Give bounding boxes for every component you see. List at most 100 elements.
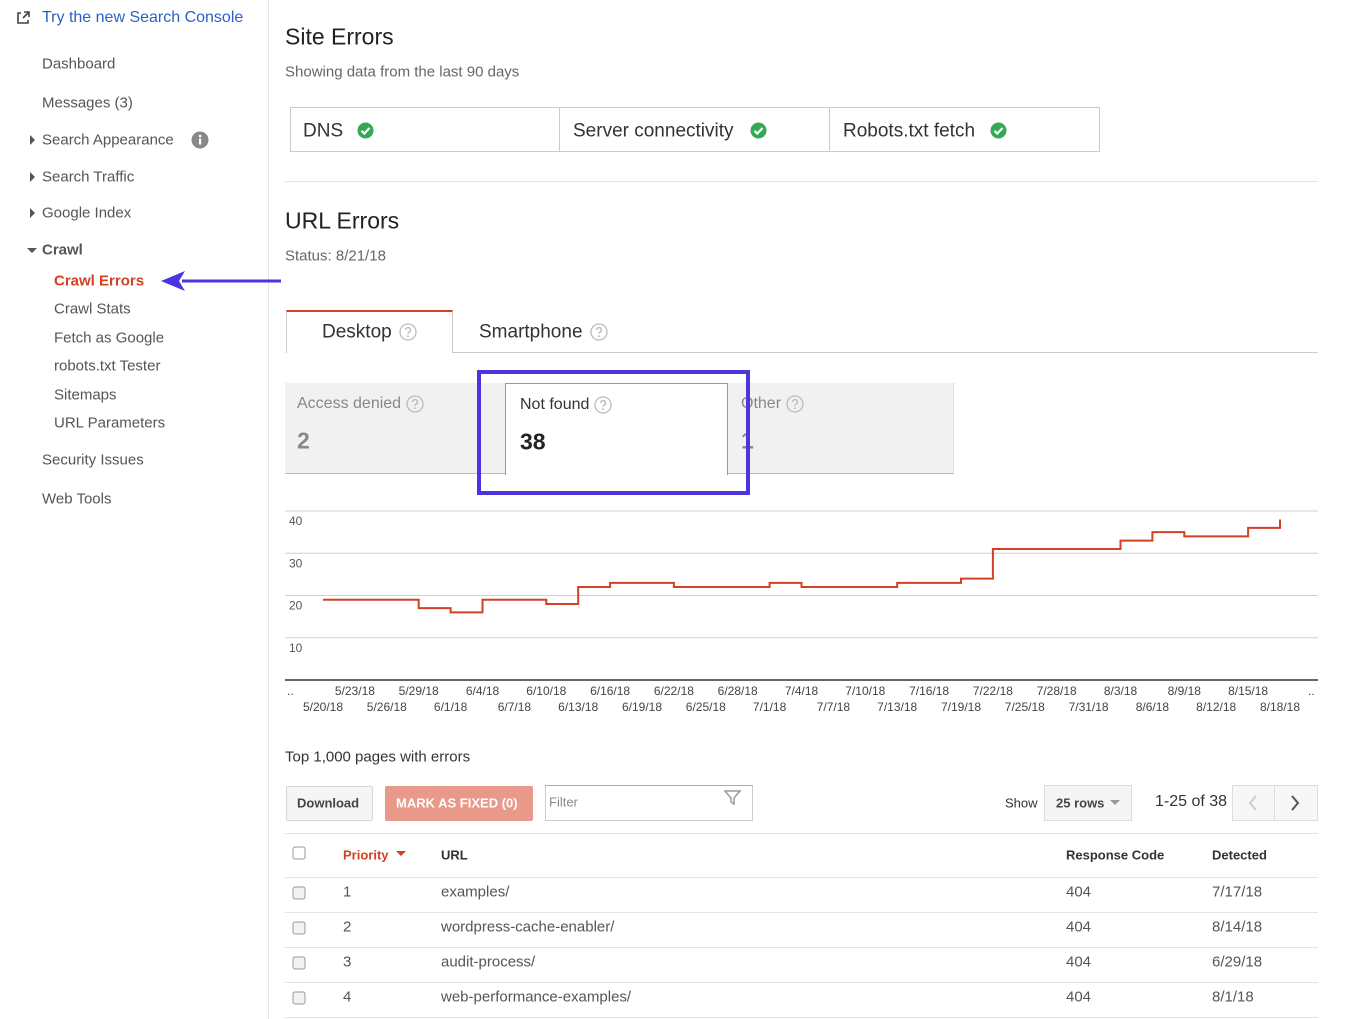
x-tick-label: 8/18/18 <box>1260 700 1300 714</box>
column-header[interactable]: Response Code <box>1066 847 1165 863</box>
info-icon <box>191 131 209 149</box>
x-tick-label: 6/22/18 <box>654 684 694 698</box>
table-cell: 404 <box>1066 918 1092 936</box>
nav-item[interactable]: Web Tools <box>42 490 112 508</box>
mark-fixed-button[interactable] <box>385 786 533 821</box>
filter-placeholder[interactable]: Filter <box>549 794 578 810</box>
checkbox[interactable] <box>292 921 307 936</box>
table-cell: 4 <box>343 988 352 1006</box>
table-cell: 2 <box>343 918 352 936</box>
nav-subitem[interactable]: robots.txt Tester <box>54 357 161 375</box>
show-label: Show <box>1005 795 1038 811</box>
help-icon <box>399 323 417 341</box>
row-separator <box>285 982 1318 983</box>
x-tick-label: 7/7/18 <box>817 700 851 714</box>
counter-label[interactable]: Other <box>741 395 782 412</box>
table-cell[interactable]: web-performance-examples/ <box>441 988 632 1006</box>
expand-arrow <box>30 172 35 182</box>
column-header[interactable]: URL <box>441 847 468 863</box>
column-header[interactable]: Detected <box>1212 847 1267 863</box>
x-tick-label: 6/1/18 <box>434 700 468 714</box>
x-tick-label: 7/4/18 <box>785 684 819 698</box>
row-separator <box>285 877 1318 878</box>
x-tick-label: 7/31/18 <box>1069 700 1109 714</box>
checkbox[interactable] <box>292 846 307 861</box>
counter-active[interactable] <box>505 383 728 475</box>
table-cell[interactable]: audit-process/ <box>441 953 536 971</box>
x-edge-label: .. <box>1308 684 1315 698</box>
x-tick-label: 8/15/18 <box>1228 684 1268 698</box>
new-console-link[interactable]: Try the new Search Console <box>42 9 244 26</box>
x-tick-label: 6/10/18 <box>526 684 566 698</box>
collapse-arrow <box>27 248 37 253</box>
nav-subitem[interactable]: Fetch as Google <box>54 329 165 347</box>
prev-button[interactable] <box>1247 795 1259 811</box>
checkbox[interactable] <box>292 991 307 1006</box>
counter-label[interactable]: Not found <box>520 396 590 413</box>
checkbox[interactable] <box>292 956 307 971</box>
button-label[interactable]: Download <box>297 795 360 811</box>
cell-divider <box>829 107 830 152</box>
x-tick-label: 6/4/18 <box>466 684 500 698</box>
nav-item[interactable]: Search Appearance <box>42 131 174 149</box>
x-tick-label: 7/16/18 <box>909 684 949 698</box>
pager <box>1232 785 1318 821</box>
nav-item[interactable]: Dashboard <box>42 55 116 73</box>
x-tick-label: 6/19/18 <box>622 700 662 714</box>
table-border <box>285 833 1318 834</box>
sidebar-divider <box>268 0 269 1019</box>
x-tick-label: 7/13/18 <box>877 700 917 714</box>
filter-input[interactable] <box>545 785 753 821</box>
table-cell: 404 <box>1066 883 1092 901</box>
section-subtitle: Showing data from the last 90 days <box>285 63 520 81</box>
nav-item[interactable]: Google Index <box>42 204 132 222</box>
counter-label[interactable]: Access denied <box>297 395 402 412</box>
table-cell: 3 <box>343 953 352 971</box>
column-header[interactable]: Priority <box>343 847 389 863</box>
x-tick-label: 5/29/18 <box>399 684 439 698</box>
nav-item[interactable]: Messages (3) <box>42 94 133 112</box>
x-tick-label: 8/6/18 <box>1136 700 1170 714</box>
rows-select-label[interactable]: 25 rows <box>1056 795 1105 811</box>
x-tick-label: 7/28/18 <box>1037 684 1077 698</box>
tab-active[interactable] <box>286 310 453 353</box>
x-tick-label: 7/19/18 <box>941 700 981 714</box>
table-cell: 404 <box>1066 988 1092 1006</box>
annotation-arrow <box>161 271 281 291</box>
nav-subitem[interactable]: URL Parameters <box>54 414 166 432</box>
next-button[interactable] <box>1289 795 1301 811</box>
nav-subitem[interactable]: Sitemaps <box>54 386 117 404</box>
tab-label[interactable]: Smartphone <box>479 321 583 343</box>
rows-select[interactable] <box>1044 785 1132 821</box>
help-icon <box>786 395 804 413</box>
expand-arrow <box>30 135 35 145</box>
nav-subitem-active[interactable]: Crawl Errors <box>54 272 145 290</box>
download-button[interactable] <box>286 786 373 821</box>
table-cell: 1 <box>343 883 352 901</box>
pager-divider <box>1274 785 1275 821</box>
table-cell: 6/29/18 <box>1212 953 1263 971</box>
x-tick-label: 7/25/18 <box>1005 700 1045 714</box>
cell-divider <box>559 107 560 152</box>
nav-subitem[interactable]: Crawl Stats <box>54 300 131 318</box>
x-tick-label: 5/26/18 <box>367 700 407 714</box>
table-cell[interactable]: examples/ <box>441 883 510 901</box>
y-tick-label: 40 <box>289 514 303 528</box>
nav-item[interactable]: Search Traffic <box>42 168 135 186</box>
x-tick-label: 7/22/18 <box>973 684 1013 698</box>
y-tick-label: 10 <box>289 641 303 655</box>
separator <box>285 181 1318 182</box>
help-icon <box>406 395 424 413</box>
table-cell[interactable]: wordpress-cache-enabler/ <box>441 918 615 936</box>
nav-item[interactable]: Crawl <box>42 241 83 259</box>
check-icon <box>990 122 1007 139</box>
check-icon <box>357 122 374 139</box>
button-label[interactable]: MARK AS FIXED (0) <box>396 795 518 811</box>
checkbox[interactable] <box>292 886 307 901</box>
nav-item[interactable]: Security Issues <box>42 451 144 469</box>
check-icon <box>750 122 767 139</box>
tab-label[interactable]: Desktop <box>322 321 392 343</box>
help-icon <box>594 396 612 414</box>
expand-arrow <box>30 208 35 218</box>
